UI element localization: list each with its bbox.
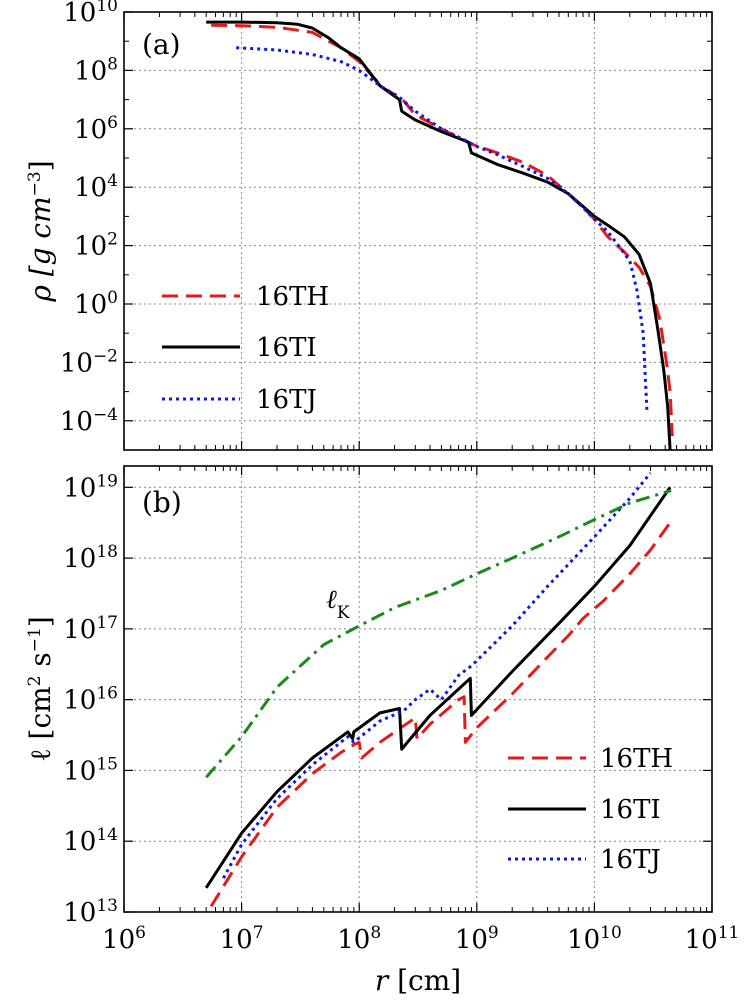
ytick-label: 1014 bbox=[63, 825, 118, 857]
xtick-label: 1010 bbox=[567, 923, 622, 955]
ytick-label: 1017 bbox=[63, 613, 118, 645]
legend-b-entry-16tj: 16TJ bbox=[508, 845, 661, 875]
panel-b-tag: (b) bbox=[142, 486, 182, 519]
panel-b-frame bbox=[123, 465, 713, 913]
xtick-label: 1011 bbox=[685, 923, 740, 955]
panel-a-ytick-labels: 10−4 10−2 100 102 104 106 108 1010 bbox=[60, 0, 118, 437]
legend-a-16ti-label: 16TI bbox=[256, 333, 317, 363]
panel-b-ytick-marks bbox=[124, 486, 712, 913]
series-line-a-16th bbox=[211, 23, 674, 437]
legend-a-16th-label: 16TH bbox=[256, 282, 329, 312]
legend-b-entry-16ti: 16TI bbox=[508, 795, 661, 825]
panel-a-density: 10−4 10−2 100 102 104 106 108 1010 (a) ρ [g cm−… bbox=[24, 0, 713, 451]
series-line-a-16tj bbox=[236, 46, 649, 413]
ytick-label: 1013 bbox=[63, 896, 118, 928]
panel-b-xtick-labels: 106 107 108 109 1010 1011 bbox=[102, 923, 739, 955]
panel-b-angular-momentum: 106 107 108 109 1010 1011 1013101410151016101… bbox=[24, 465, 739, 997]
xtick-label: 107 bbox=[220, 923, 264, 955]
panel-a-ylabel: ρ [g cm−3] bbox=[24, 160, 57, 302]
series-line-b-16ti bbox=[204, 486, 672, 889]
panel-b-series-group bbox=[204, 471, 674, 908]
legend-a-16tj-label: 16TJ bbox=[256, 385, 317, 415]
series-line-b-k bbox=[205, 489, 672, 779]
legend-a-entry-16ti: 16TI bbox=[162, 333, 317, 363]
panel-a-ytick-marks bbox=[124, 11, 712, 451]
legend-b-16ti-label: 16TI bbox=[600, 795, 661, 825]
ytick-label: 1015 bbox=[63, 754, 118, 786]
panel-a-grid bbox=[124, 12, 712, 450]
ytick-label: 106 bbox=[74, 113, 118, 145]
xtick-label: 106 bbox=[102, 923, 146, 955]
ytick-label: 10−4 bbox=[60, 405, 118, 437]
legend-b-entry-16th: 16TH bbox=[508, 744, 673, 774]
ytick-label: 108 bbox=[74, 54, 118, 86]
xtick-label: 108 bbox=[337, 923, 381, 955]
ytick-label: 1018 bbox=[63, 542, 118, 574]
panel-a-tag: (a) bbox=[142, 28, 181, 61]
series-line-b-16tj bbox=[222, 471, 652, 879]
ytick-label: 1010 bbox=[63, 0, 118, 28]
panel-a-series-group bbox=[206, 20, 674, 450]
panel-a-legend: 16TH 16TI 16TJ bbox=[162, 282, 329, 415]
annotation-l-k: ℓK bbox=[326, 585, 350, 623]
legend-b-16tj-label: 16TJ bbox=[600, 845, 661, 875]
series-line-b-16th bbox=[209, 518, 674, 908]
ytick-label: 104 bbox=[74, 171, 118, 203]
panel-a-xtick-marks bbox=[123, 12, 713, 450]
panel-b-xlabel: r [cm] bbox=[375, 964, 461, 997]
panel-b-ylabel: ℓ [cm2 s−1] bbox=[24, 616, 57, 762]
panel-b-grid bbox=[124, 466, 712, 912]
panel-b-legend: 16TH 16TI 16TJ bbox=[508, 744, 673, 875]
panel-b-xtick-marks bbox=[123, 466, 713, 912]
panel-b-ytick-labels: 1013 1014 1015 1016 1017 1018 1019 bbox=[63, 471, 118, 928]
series-line-a-16ti bbox=[206, 20, 672, 450]
legend-b-16th-label: 16TH bbox=[600, 744, 673, 774]
ytick-label: 102 bbox=[74, 230, 118, 262]
legend-a-entry-16tj: 16TJ bbox=[162, 385, 317, 415]
xtick-label: 109 bbox=[455, 923, 499, 955]
ytick-label: 100 bbox=[74, 288, 118, 320]
ytick-label: 10−2 bbox=[60, 346, 118, 378]
legend-a-entry-16th: 16TH bbox=[162, 282, 329, 312]
panel-a-frame bbox=[123, 11, 713, 451]
ytick-label: 1019 bbox=[63, 471, 118, 503]
ytick-label: 1016 bbox=[63, 684, 118, 716]
